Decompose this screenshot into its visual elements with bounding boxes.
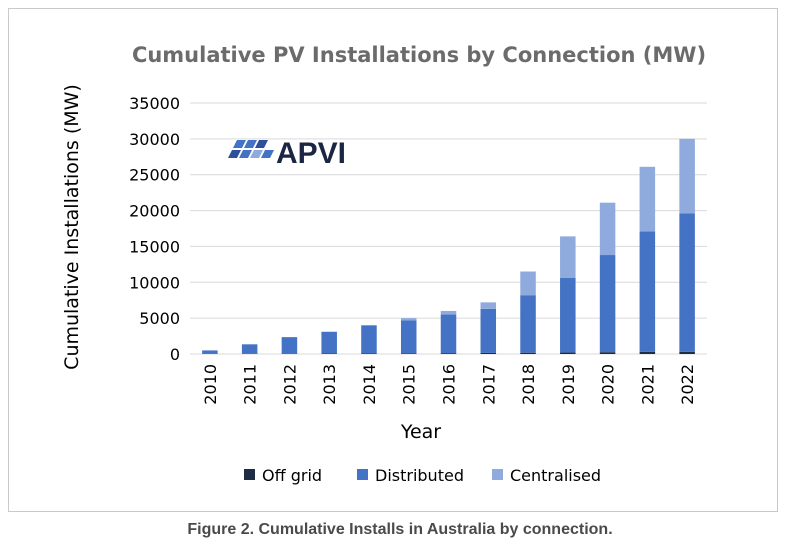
bar-distributed-2017	[480, 308, 497, 353]
bar-distributed-2011	[241, 344, 258, 354]
y-axis-title: Cumulative Installations (MW)	[61, 84, 83, 370]
x-tick-label: 2014	[360, 364, 379, 405]
y-tick-label: 15000	[129, 237, 180, 256]
gridlines	[190, 102, 707, 355]
bar-off-grid-2021	[639, 351, 656, 354]
figure-caption: Figure 2. Cumulative Installs in Austral…	[187, 521, 613, 538]
x-tick-label: 2021	[638, 364, 657, 405]
y-tick-label: 10000	[129, 273, 180, 292]
x-tick-label: 2016	[440, 364, 459, 405]
bar-centralised-2016	[440, 310, 457, 315]
legend: Off grid Distributed Centralised	[244, 466, 601, 485]
y-axis: 0 5000 10000 15000 20000 25000 30000 35000	[129, 94, 180, 364]
bars	[202, 138, 695, 354]
legend-swatch	[244, 469, 255, 480]
x-tick-label: 2013	[320, 364, 339, 405]
logo-panels-icon	[228, 140, 274, 158]
logo-text: APVI	[276, 137, 346, 170]
y-tick-label: 30000	[129, 130, 180, 149]
bar-off-grid-2015	[400, 353, 417, 354]
bar-distributed-2014	[361, 325, 377, 354]
x-tick-label: 2018	[519, 364, 538, 405]
chart-title: Cumulative PV Installations by Connectio…	[132, 43, 706, 67]
legend-label: Distributed	[375, 466, 464, 485]
bar-distributed-2016	[440, 314, 457, 354]
bar-centralised-2020	[599, 202, 616, 256]
bar-off-grid-2020	[599, 352, 616, 354]
bar-off-grid-2014	[361, 353, 377, 354]
bar-centralised-2015	[400, 318, 417, 321]
legend-swatch	[357, 469, 368, 480]
legend-item-off-grid: Off grid	[244, 466, 322, 485]
y-tick-label: 5000	[139, 309, 180, 328]
bar-centralised-2018	[520, 271, 536, 296]
bar-distributed-2020	[599, 255, 616, 353]
bar-off-grid-2018	[520, 352, 536, 354]
apvi-logo: APVI	[228, 137, 346, 170]
bar-centralised-2022	[679, 138, 695, 214]
y-tick-label: 25000	[129, 166, 180, 185]
x-tick-label: 2019	[559, 364, 578, 405]
x-tick-label: 2017	[479, 364, 498, 405]
legend-label: Off grid	[262, 466, 322, 485]
bar-distributed-2015	[400, 320, 417, 354]
bar-distributed-2019	[560, 277, 576, 353]
bar-off-grid-2022	[679, 351, 695, 354]
bar-off-grid-2016	[440, 353, 457, 354]
x-tick-label: 2010	[201, 364, 220, 405]
bar-off-grid-2019	[560, 352, 576, 354]
bar-distributed-2012	[281, 337, 298, 354]
bar-off-grid-2017	[480, 352, 497, 354]
x-tick-label: 2020	[599, 364, 618, 405]
bar-distributed-2018	[520, 295, 536, 353]
bar-centralised-2021	[639, 166, 656, 232]
legend-swatch	[492, 469, 503, 480]
legend-item-centralised: Centralised	[492, 466, 601, 485]
bar-distributed-2021	[639, 231, 656, 352]
bar-distributed-2022	[679, 213, 695, 352]
y-tick-label: 35000	[129, 94, 180, 113]
y-tick-label: 0	[170, 345, 180, 364]
bar-centralised-2019	[560, 236, 576, 278]
x-axis: 2010 2011 2012 2013 2014 2015 2016 2017 2018 2019…	[201, 364, 697, 405]
x-axis-title: Year	[400, 421, 441, 443]
bar-centralised-2017	[480, 302, 497, 309]
legend-label: Centralised	[510, 466, 601, 485]
x-tick-label: 2015	[400, 364, 419, 405]
bar-distributed-2010	[202, 350, 218, 354]
y-tick-label: 20000	[129, 202, 180, 221]
legend-item-distributed: Distributed	[357, 466, 464, 485]
x-tick-label: 2011	[241, 364, 260, 405]
x-tick-label: 2022	[678, 364, 697, 405]
x-tick-label: 2012	[280, 364, 299, 405]
bar-distributed-2013	[321, 331, 337, 354]
